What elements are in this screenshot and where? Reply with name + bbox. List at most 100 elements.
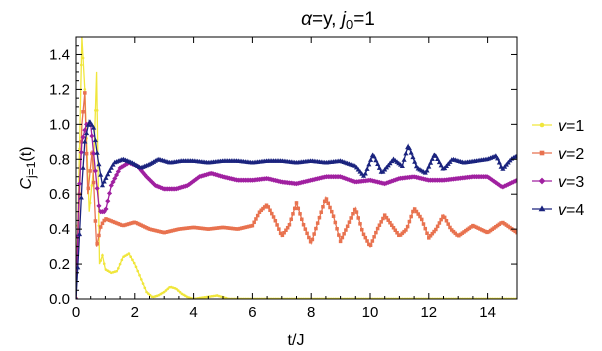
data-point <box>174 227 179 232</box>
data-point <box>457 233 461 238</box>
data-point <box>92 137 98 143</box>
data-point <box>134 265 138 269</box>
data-point <box>435 224 440 229</box>
data-point <box>322 199 327 204</box>
data-point <box>229 226 233 231</box>
data-point <box>338 239 343 244</box>
data-point <box>324 197 329 201</box>
data-point <box>243 225 248 230</box>
x-ticks: 0 2 4 6 8 10 12 14 <box>72 37 518 321</box>
data-point <box>372 235 376 239</box>
data-point <box>291 212 295 216</box>
data-point <box>434 227 438 232</box>
data-point <box>240 226 244 230</box>
data-point <box>176 227 181 232</box>
data-point <box>250 223 255 228</box>
data-point <box>180 227 184 231</box>
data-point <box>495 155 501 161</box>
data-point <box>515 230 517 235</box>
y-tick-label: 0.8 <box>49 151 70 168</box>
data-point <box>388 220 392 225</box>
data-point <box>271 215 276 219</box>
y-axis-title: Cj=1(t) <box>18 146 38 189</box>
data-point <box>502 183 508 189</box>
data-point <box>270 211 274 216</box>
data-point <box>428 234 433 238</box>
data-point <box>514 177 517 183</box>
data-point <box>469 225 473 229</box>
data-point <box>98 225 103 229</box>
data-point <box>259 208 263 213</box>
data-point <box>169 229 174 233</box>
series-v4 <box>76 119 517 299</box>
data-point <box>218 225 223 230</box>
series-line <box>76 92 517 299</box>
data-point <box>499 221 503 225</box>
data-point <box>162 230 166 235</box>
data-point <box>308 239 313 244</box>
data-point <box>148 293 152 297</box>
data-point <box>289 217 293 222</box>
data-point <box>437 221 442 225</box>
data-point <box>201 226 205 231</box>
data-point <box>436 159 442 165</box>
data-point <box>382 213 387 217</box>
data-point <box>266 205 271 209</box>
series-layer <box>76 37 517 299</box>
data-point <box>85 122 91 127</box>
data-point <box>146 226 151 231</box>
data-point <box>360 173 367 178</box>
data-point <box>446 222 450 226</box>
data-point <box>150 227 154 232</box>
legend-item-v4: v=4 <box>532 202 584 219</box>
data-point <box>373 157 379 163</box>
data-point <box>160 230 165 234</box>
data-point <box>118 222 122 227</box>
data-point <box>231 226 235 231</box>
data-point <box>164 230 168 234</box>
data-point <box>99 182 106 188</box>
data-point <box>187 226 191 230</box>
data-point <box>144 225 149 230</box>
data-point <box>120 258 124 262</box>
data-point <box>368 157 374 162</box>
data-point <box>134 220 138 225</box>
data-point <box>467 226 472 230</box>
data-point <box>356 216 360 220</box>
data-point <box>83 91 87 95</box>
data-point <box>252 220 256 225</box>
data-point <box>132 261 136 265</box>
data-point <box>78 149 84 155</box>
data-point <box>474 225 479 230</box>
data-point <box>92 168 98 174</box>
data-point <box>233 227 237 231</box>
x-axis-title: t/J <box>288 332 305 349</box>
data-point <box>402 229 406 234</box>
data-point <box>137 222 142 227</box>
data-point <box>501 220 505 225</box>
y-ticks: 0.0 0.2 0.4 0.6 0.8 1.0 1.2 1.4 <box>49 36 517 308</box>
data-point <box>321 205 325 209</box>
data-point <box>428 160 434 165</box>
data-point <box>188 225 193 230</box>
data-point <box>145 290 148 294</box>
data-point <box>435 156 441 162</box>
data-point <box>111 219 115 224</box>
data-point <box>340 235 345 240</box>
data-point <box>88 201 92 205</box>
data-point <box>95 109 99 112</box>
data-point <box>539 150 545 156</box>
data-point <box>337 233 341 237</box>
data-point <box>476 226 480 230</box>
data-point <box>277 227 281 231</box>
data-point <box>190 225 195 230</box>
data-point <box>315 221 320 225</box>
legend-label: v=2 <box>558 146 584 163</box>
data-point <box>490 227 495 232</box>
data-point <box>368 243 373 247</box>
data-point <box>335 227 339 231</box>
data-point <box>460 231 465 235</box>
data-point <box>143 286 147 290</box>
data-point <box>103 175 109 180</box>
